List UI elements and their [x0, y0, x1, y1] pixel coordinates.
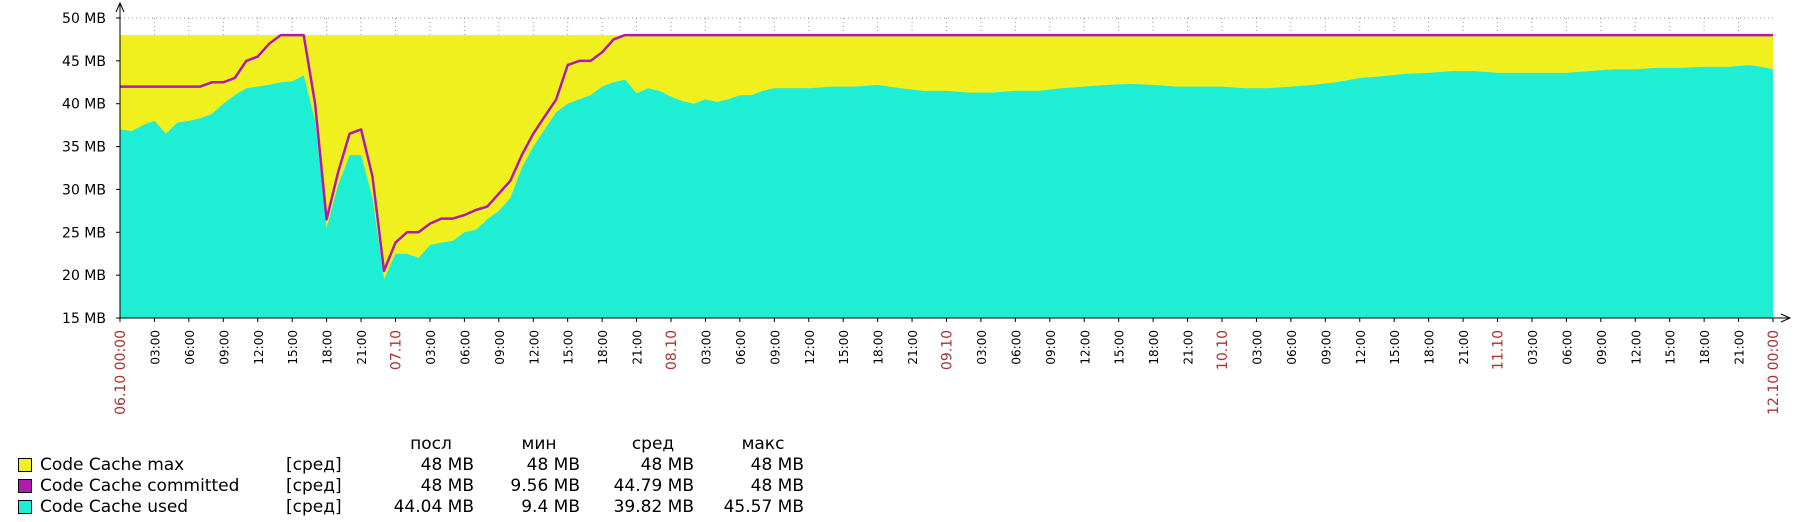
x-tick-label: 07.10	[389, 330, 405, 370]
legend-func: [сред]	[286, 497, 342, 517]
x-tick-label: 09.10	[940, 330, 956, 370]
legend-swatch-used	[18, 500, 32, 514]
y-axis-arrow	[115, 1, 125, 13]
y-tick-label: 45 MB	[62, 54, 106, 70]
x-tick-label: 15:00	[286, 330, 300, 365]
legend-func: [сред]	[286, 455, 342, 475]
x-tick-label: 12:00	[1078, 330, 1092, 365]
x-tick-label: 11.10	[1491, 330, 1507, 370]
x-tick-label: 12:00	[1354, 330, 1368, 365]
x-tick-label: 06:00	[1285, 330, 1299, 365]
x-tick-label: 21:00	[1733, 330, 1747, 365]
legend-min: 9.56 MB	[510, 476, 580, 496]
x-tick-label: 06:00	[458, 330, 472, 365]
series-used-area	[120, 65, 1773, 318]
x-tick-label: 18:00	[596, 330, 610, 365]
series-committed-line	[120, 33, 1773, 273]
legend-header-last: посл	[410, 434, 452, 454]
chart-area: 15 MB 20 MB 25 MB 30 MB 35 MB 40 MB 45 MB 50 MB…	[62, 1, 1792, 415]
x-tick-label: 18:00	[872, 330, 886, 365]
x-tick-label: 09:00	[1044, 330, 1058, 365]
x-tick-label: 21:00	[1182, 330, 1196, 365]
x-tick-label: 12:00	[803, 330, 817, 365]
x-tick-label: 15:00	[1113, 330, 1127, 365]
legend-avg: 48 MB	[640, 455, 694, 475]
legend-avg: 44.79 MB	[613, 476, 694, 496]
legend-swatch-committed	[18, 479, 32, 493]
x-tick-label: 12:00	[1629, 330, 1643, 365]
legend-last: 44.04 MB	[393, 497, 474, 517]
x-tick-label: 18:00	[1147, 330, 1161, 365]
x-tick-label: 12:00	[527, 330, 541, 365]
y-tick-label: 15 MB	[62, 311, 106, 327]
legend-last: 48 MB	[420, 476, 474, 496]
x-tick-label: 06:00	[183, 330, 197, 365]
legend-header-avg: сред	[631, 434, 675, 454]
x-tick-label: 09:00	[1319, 330, 1333, 365]
x-tick-label: 15:00	[837, 330, 851, 365]
y-tick-label: 40 MB	[62, 97, 106, 113]
y-tick-label: 35 MB	[62, 140, 106, 156]
x-tick-label: 03:00	[148, 330, 162, 365]
legend-max: 48 MB	[750, 476, 804, 496]
x-tick-label: 09:00	[217, 330, 231, 365]
x-tick-label: 06:00	[734, 330, 748, 365]
legend-header-max: макс	[741, 434, 785, 454]
legend-min: 9.4 MB	[521, 497, 580, 517]
x-axis-arrow	[1780, 313, 1792, 323]
x-tick-label: 10.10	[1215, 330, 1231, 370]
x-tick-label: 06.10 00:00	[113, 330, 129, 415]
legend-min: 48 MB	[526, 455, 580, 475]
x-tick-label: 15:00	[562, 330, 576, 365]
x-tick-label: 06:00	[1009, 330, 1023, 365]
legend-label: Code Cache used	[40, 497, 189, 517]
x-tick-label: 09:00	[493, 330, 507, 365]
x-tick-label: 18:00	[321, 330, 335, 365]
legend-func: [сред]	[286, 476, 342, 496]
x-tick-label: 03:00	[699, 330, 713, 365]
x-tick-label: 21:00	[1457, 330, 1471, 365]
x-tick-label: 08.10	[664, 330, 680, 370]
x-tick-label: 18:00	[1698, 330, 1712, 365]
y-tick-label: 20 MB	[62, 268, 106, 284]
legend-header-min: мин	[521, 434, 557, 454]
legend-max: 45.57 MB	[723, 497, 804, 517]
x-tick-label: 06:00	[1560, 330, 1574, 365]
x-tick-label: 03:00	[1526, 330, 1540, 365]
legend-avg: 39.82 MB	[613, 497, 694, 517]
legend-label: Code Cache committed	[40, 476, 240, 496]
y-tick-label: 50 MB	[62, 11, 106, 27]
legend-label: Code Cache max	[40, 455, 185, 475]
x-tick-label: 12:00	[252, 330, 266, 365]
legend-last: 48 MB	[420, 455, 474, 475]
x-tick-label: 18:00	[1423, 330, 1437, 365]
x-tick-label: 15:00	[1388, 330, 1402, 365]
legend-max: 48 MB	[750, 455, 804, 475]
y-tick-label: 30 MB	[62, 182, 106, 198]
x-tick-label: 12.10 00:00	[1766, 330, 1782, 415]
x-tick-label: 15:00	[1664, 330, 1678, 365]
y-tick-label: 25 MB	[62, 225, 106, 241]
x-tick-label: 03:00	[1250, 330, 1264, 365]
axis-layer: 15 MB 20 MB 25 MB 30 MB 35 MB 40 MB 45 MB 50 MB…	[62, 1, 1792, 415]
x-tick-label: 09:00	[768, 330, 782, 365]
x-tick-label: 03:00	[424, 330, 438, 365]
plot-layer	[120, 17, 1773, 318]
x-tick-label: 09:00	[1595, 330, 1609, 365]
x-tick-label: 21:00	[631, 330, 645, 365]
x-tick-label: 03:00	[975, 330, 989, 365]
x-tick-label: 21:00	[906, 330, 920, 365]
legend-swatch-max	[18, 458, 32, 472]
x-tick-label: 21:00	[355, 330, 369, 365]
